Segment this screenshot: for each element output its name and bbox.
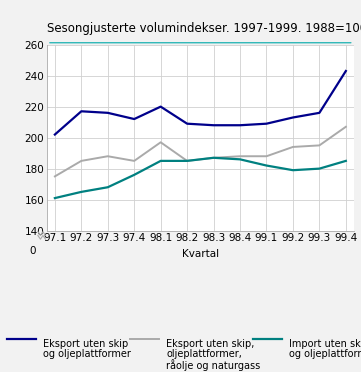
X-axis label: Kvartal: Kvartal: [182, 249, 219, 259]
Text: og oljeplattformer: og oljeplattformer: [43, 349, 131, 359]
Text: 0: 0: [30, 246, 36, 256]
Text: Eksport uten skip,: Eksport uten skip,: [166, 339, 255, 349]
Text: Import uten skip: Import uten skip: [289, 339, 361, 349]
Text: Eksport uten skip: Eksport uten skip: [43, 339, 129, 349]
Text: Sesongjusterte volumindekser. 1997-1999. 1988=100: Sesongjusterte volumindekser. 1997-1999.…: [47, 22, 361, 35]
Text: og oljeplattformer: og oljeplattformer: [289, 349, 361, 359]
Text: råolje og naturgass: råolje og naturgass: [166, 359, 260, 371]
Text: oljeplattformer,: oljeplattformer,: [166, 349, 242, 359]
